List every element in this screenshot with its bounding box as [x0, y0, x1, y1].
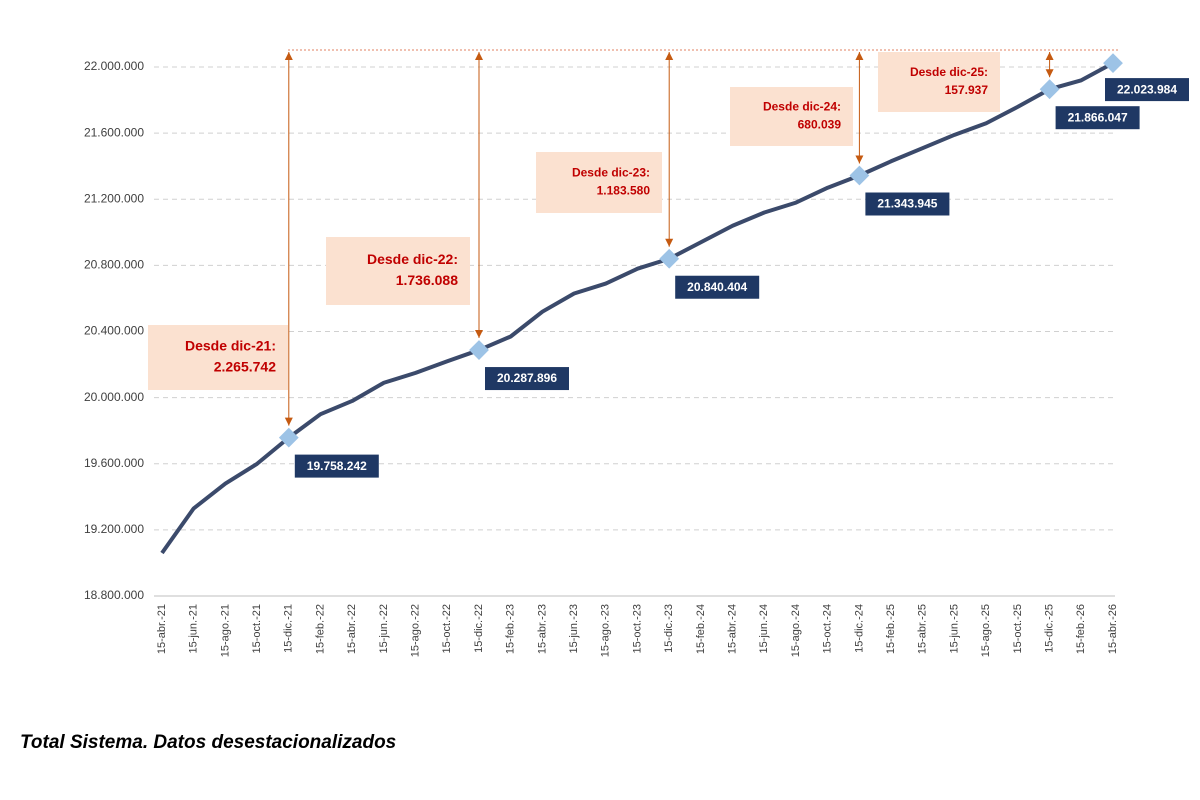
arrow-head: [1045, 69, 1054, 78]
line: [160, 61, 1114, 555]
arrow-head: [284, 52, 293, 60]
annotation-box: [148, 325, 288, 390]
x-tick-label: 15-dic.-25: [1044, 604, 1056, 653]
x-tick-label: 15-ago.-22: [410, 604, 422, 657]
y-tick-label: 20.800.000: [84, 258, 144, 272]
value-label: 21.866.047: [1068, 110, 1128, 124]
value-label-box: [675, 275, 760, 299]
value-label: 20.287.896: [497, 371, 557, 385]
arrow-head: [475, 52, 483, 60]
annotation-title: Desde dic-23:: [572, 166, 650, 180]
x-tick-label: 15-jun.-22: [378, 604, 390, 654]
x-tick-label: 15-jun.-25: [948, 604, 960, 654]
value-label: 19.758.242: [307, 459, 367, 473]
value-label-box: [1055, 106, 1140, 130]
arrow-head: [284, 417, 293, 426]
x-tick-label: 15-oct.-21: [251, 604, 263, 654]
x-tick-label: 15-feb.-23: [505, 604, 517, 654]
x-tick-label: 15-feb.-25: [885, 604, 897, 654]
x-tick-label: 15-jun.-23: [568, 604, 580, 654]
annotation-value: 2.265.742: [214, 359, 276, 375]
marker: [278, 427, 299, 448]
x-tick-label: 15-abr.-24: [727, 604, 739, 654]
x-tick-label: 15-abr.-25: [917, 604, 929, 654]
x-tick-label: 15-oct.-22: [441, 604, 453, 654]
annotation-box: [730, 87, 853, 146]
y-tick-label: 19.200.000: [84, 522, 144, 536]
annotation-value: 1.183.580: [597, 184, 651, 198]
value-label: 22.023.984: [1117, 82, 1177, 96]
arrow-head: [475, 330, 483, 339]
marker: [1103, 53, 1123, 73]
x-tick-label: 15-abr.-23: [536, 604, 548, 654]
x-tick-label: 15-oct.-23: [631, 604, 643, 654]
annotation-value: 680.039: [798, 118, 842, 132]
y-tick-label: 19.600.000: [84, 456, 144, 470]
x-tick-label: 15-oct.-25: [1012, 604, 1024, 654]
marker: [1039, 79, 1060, 100]
value-label: 20.840.404: [687, 280, 747, 294]
x-tick-label: 15-ago.-24: [790, 604, 802, 657]
annotation-box: [326, 237, 470, 305]
x-tick-label: 15-jun.-21: [188, 604, 200, 654]
marker: [849, 165, 870, 186]
y-tick-label: 18.800.000: [84, 588, 144, 602]
annotation-title: Desde dic-21:: [185, 338, 276, 354]
x-tick-label: 15-dic.-21: [283, 604, 295, 653]
x-tick-label: 15-abr.-22: [346, 604, 358, 654]
x-tick-label: 15-feb.-22: [314, 604, 326, 654]
arrow-head: [1045, 52, 1054, 60]
annotation-box: [878, 52, 1000, 112]
x-tick-label: 15-dic.-24: [853, 604, 865, 653]
x-tick-label: 15-dic.-23: [663, 604, 675, 653]
annotation-title: Desde dic-22:: [367, 251, 458, 267]
x-tick-label: 15-feb.-26: [1075, 604, 1087, 654]
x-tick-label: 15-abr.-26: [1107, 604, 1119, 654]
arrow-head: [665, 52, 674, 60]
value-label-box: [865, 192, 950, 216]
arrow-head: [855, 52, 864, 60]
arrow-head: [665, 238, 674, 247]
caption: Total Sistema. Datos desestacionalizados: [20, 732, 396, 753]
value-label-box: [1105, 78, 1189, 102]
annotation-value: 157.937: [945, 83, 989, 97]
x-tick-label: 15-jun.-24: [758, 604, 770, 654]
y-tick-label: 20.000.000: [84, 390, 144, 404]
annotation-title: Desde dic-24:: [763, 100, 841, 114]
x-tick-label: 15-dic.-22: [473, 604, 485, 653]
x-tick-label: 15-ago.-21: [219, 604, 231, 657]
x-tick-label: 15-abr.-21: [156, 604, 168, 654]
y-tick-label: 21.200.000: [84, 191, 144, 205]
marker: [469, 340, 489, 360]
x-tick-label: 15-feb.-24: [695, 604, 707, 654]
x-tick-label: 15-ago.-25: [980, 604, 992, 657]
value-label: 21.343.945: [877, 197, 937, 211]
x-tick-label: 15-oct.-24: [822, 604, 834, 654]
annotation-value: 1.736.088: [396, 272, 458, 288]
annotation-title: Desde dic-25:: [910, 65, 988, 79]
value-label-box: [485, 367, 569, 391]
annotation-box: [536, 152, 662, 213]
y-tick-label: 21.600.000: [84, 125, 144, 139]
arrow-head: [855, 155, 864, 164]
value-label-box: [294, 454, 379, 478]
y-tick-label: 22.000.000: [84, 59, 144, 73]
y-tick-label: 20.400.000: [84, 324, 144, 338]
x-tick-label: 15-ago.-23: [600, 604, 612, 657]
